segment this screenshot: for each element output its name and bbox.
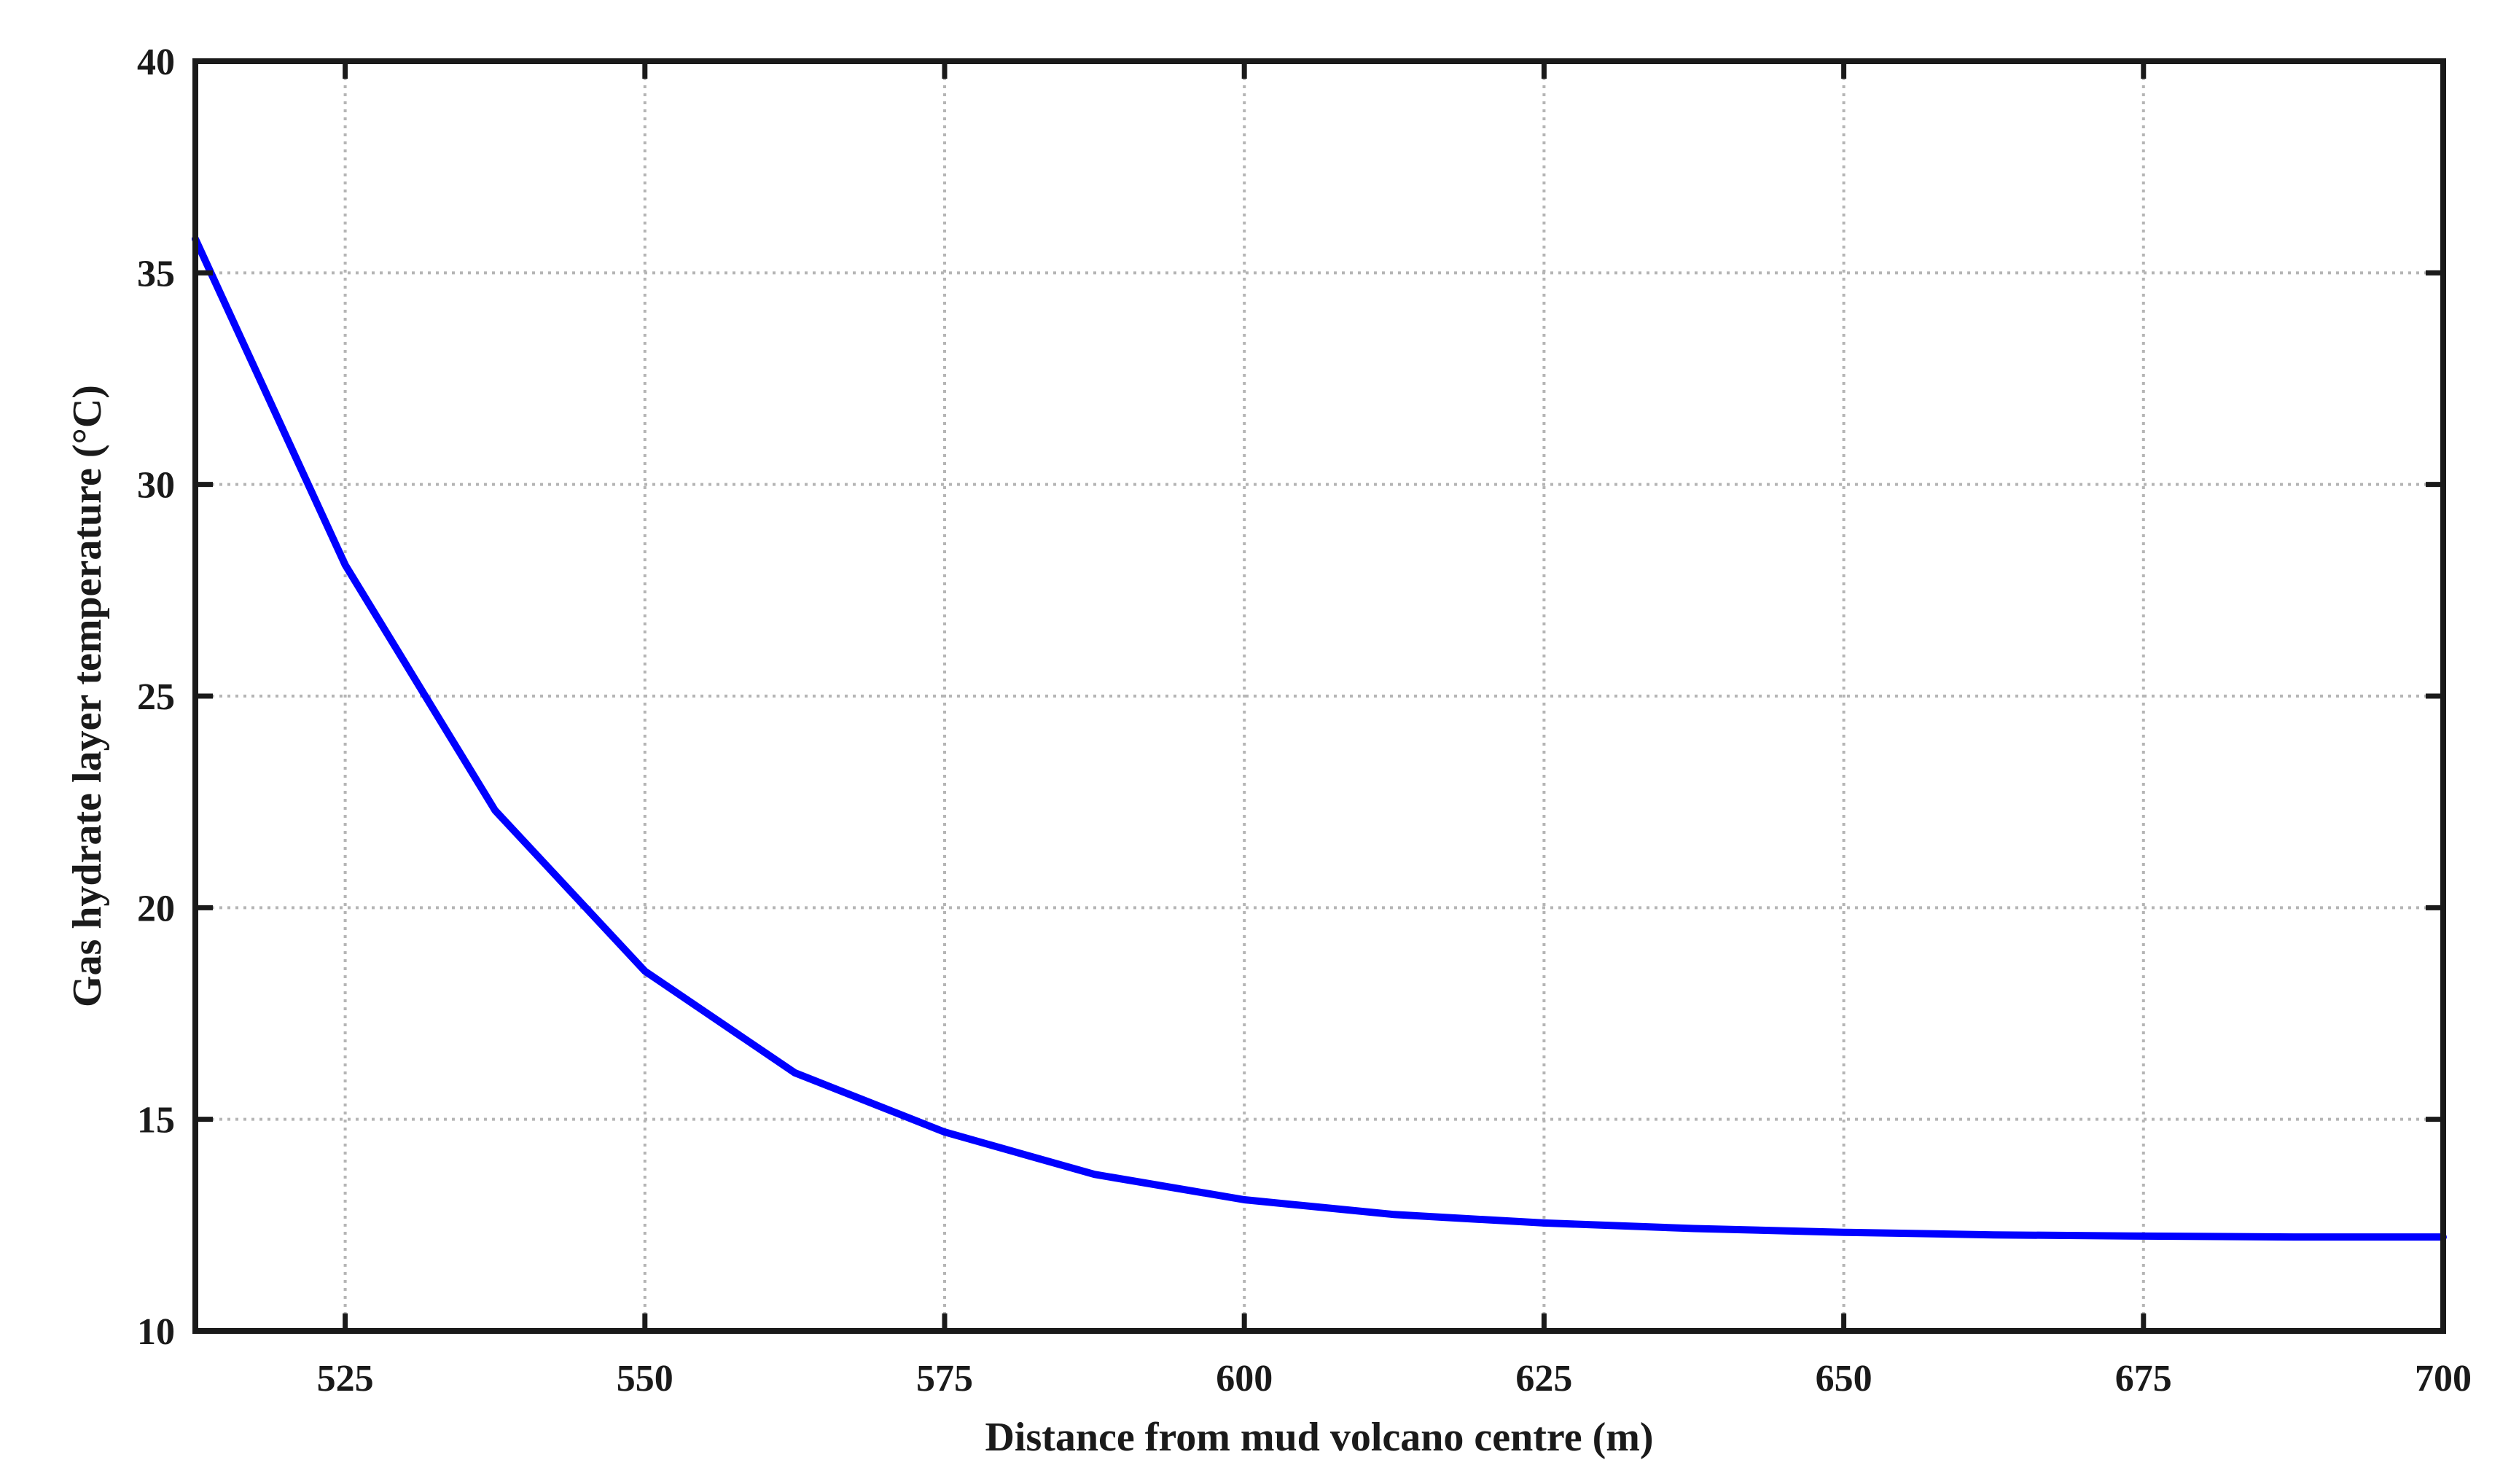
x-tick-label: 575 bbox=[916, 1358, 973, 1399]
y-tick-label: 10 bbox=[137, 1311, 175, 1353]
x-tick-label: 675 bbox=[2115, 1358, 2172, 1399]
y-tick-label: 30 bbox=[137, 465, 175, 507]
y-tick-label: 15 bbox=[137, 1100, 175, 1141]
y-tick-label: 40 bbox=[137, 42, 175, 83]
x-tick-label: 600 bbox=[1216, 1358, 1273, 1399]
y-tick-label: 20 bbox=[137, 888, 175, 929]
x-tick-label: 550 bbox=[617, 1358, 673, 1399]
tick-labels: 525 550 575 600 625 650 675 700 10 15 20 25 30 35 40 bbox=[137, 42, 2472, 1399]
y-axis-title: Gas hydrate layer temperature (°C) bbox=[65, 385, 110, 1007]
grid bbox=[195, 61, 2443, 1331]
axis-ticks bbox=[195, 58, 2446, 1334]
x-tick-label: 700 bbox=[2415, 1358, 2472, 1399]
y-tick-label: 25 bbox=[137, 676, 175, 718]
series-layer bbox=[192, 235, 2447, 1241]
x-tick-label: 525 bbox=[317, 1358, 374, 1399]
y-tick-label: 35 bbox=[137, 253, 175, 294]
x-tick-label: 650 bbox=[1816, 1358, 1872, 1399]
x-tick-label: 625 bbox=[1515, 1358, 1572, 1399]
x-axis-title: Distance from mud volcano centre (m) bbox=[985, 1415, 1653, 1460]
series-line bbox=[192, 235, 2447, 1241]
